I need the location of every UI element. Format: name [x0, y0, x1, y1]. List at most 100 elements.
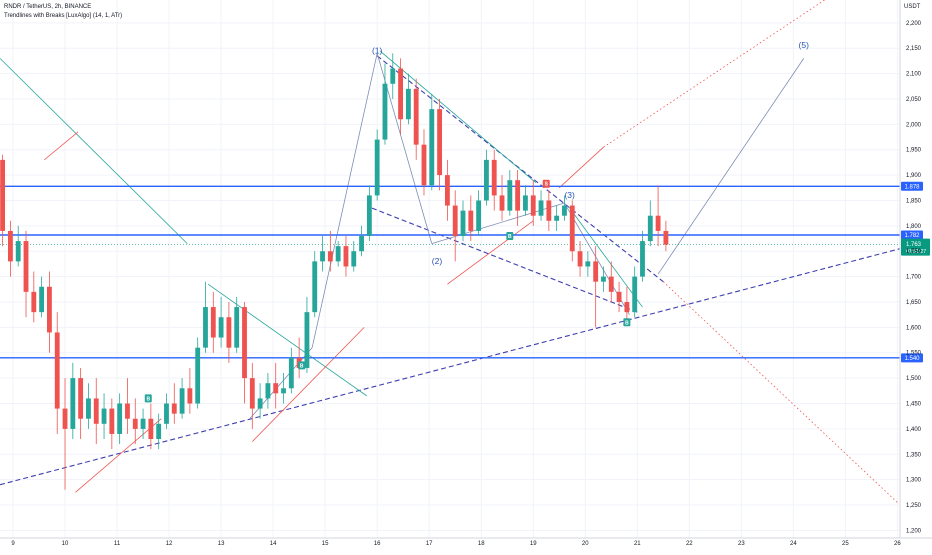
dotted-trendline: [603, 0, 825, 148]
solid-trendline: [379, 50, 537, 184]
y-tick-label: 2,000: [906, 122, 922, 128]
candle: [437, 98, 443, 191]
countdown-label: 01:51:27: [906, 249, 926, 255]
candle: [78, 367, 84, 440]
y-tick-label: 1,750: [906, 249, 922, 255]
candle: [148, 403, 154, 450]
x-tick-label: 26: [894, 541, 901, 547]
candle: [109, 398, 115, 450]
candle-body: [15, 241, 21, 262]
candle-body: [171, 403, 177, 414]
buy-signal: [623, 318, 631, 327]
y-tick-label: 1,400: [906, 427, 922, 433]
candle: [7, 220, 13, 277]
x-tick-label: 12: [166, 541, 173, 547]
candle: [655, 185, 661, 247]
trendlines: [0, 0, 901, 503]
solid-trendline: [43, 131, 79, 161]
candle: [101, 393, 107, 440]
candle: [460, 200, 466, 242]
candle: [608, 261, 614, 302]
buy-signal: [144, 394, 152, 403]
candle-body: [608, 276, 614, 292]
signals: B B B S B: [144, 179, 631, 403]
x-tick-label: 15: [322, 541, 329, 547]
candle-body: [452, 205, 458, 237]
candle: [335, 241, 341, 267]
current-price-badge: [901, 238, 930, 256]
candle: [132, 398, 138, 445]
indicator-title: Trendlines with Breaks [LuxAlgo] (14, 1,…: [4, 13, 123, 19]
candle-body: [585, 261, 591, 267]
candle: [429, 93, 435, 191]
candle-body: [320, 251, 325, 262]
dashed-trendline: [376, 55, 664, 283]
candle: [601, 266, 606, 292]
current-price-label: 1.763: [906, 242, 922, 248]
candle: [257, 383, 263, 419]
candle-body: [546, 200, 552, 221]
candle-body: [86, 398, 91, 419]
candle: [390, 53, 396, 99]
candle: [483, 149, 489, 206]
candle: [218, 296, 224, 348]
candle-body: [273, 383, 279, 394]
candle: [226, 301, 232, 363]
candle: [86, 383, 91, 429]
y-tick-label: 1,550: [906, 351, 922, 357]
signal-letter: B: [508, 234, 512, 240]
candle: [265, 373, 271, 409]
candle-body: [54, 332, 60, 409]
candle-body: [499, 195, 505, 211]
candle: [507, 170, 513, 216]
candle-body: [234, 307, 240, 348]
signal-letter: B: [300, 363, 304, 369]
candle-body: [421, 144, 427, 186]
candle-body: [569, 205, 575, 252]
candle: [366, 185, 372, 242]
candle: [164, 393, 169, 429]
wave-label: (1): [372, 45, 383, 55]
candle: [577, 241, 583, 277]
candle: [234, 296, 240, 353]
candle: [70, 362, 76, 440]
candle-body: [187, 388, 193, 404]
candle: [62, 378, 68, 490]
candle: [117, 393, 123, 445]
candle: [296, 337, 302, 379]
candle: [288, 347, 294, 394]
wave-labels: (1) (2) (3) (5): [372, 40, 809, 266]
level-price-label: 1.782: [904, 233, 920, 239]
candle: [171, 383, 177, 424]
x-tick-label: 22: [686, 541, 693, 547]
candle-body: [0, 159, 6, 231]
candle: [444, 159, 450, 221]
candle-body: [491, 159, 497, 196]
candle-body: [593, 261, 599, 282]
candle: [413, 78, 419, 160]
candle: [593, 246, 599, 328]
candle-body: [483, 159, 489, 201]
x-tick-label: 14: [270, 541, 277, 547]
candle: [647, 200, 653, 247]
candle-body: [93, 398, 99, 424]
candle-body: [304, 312, 310, 368]
x-tick-label: 18: [478, 541, 485, 547]
candle: [421, 129, 427, 196]
signal-letter: S: [545, 182, 549, 188]
candle-body: [647, 215, 653, 242]
candles: [0, 53, 669, 490]
candle-body: [281, 388, 286, 394]
candle: [491, 149, 497, 211]
candle-body: [179, 388, 185, 414]
x-tick-label: 20: [582, 541, 589, 547]
grid: [0, 0, 900, 538]
candle-body: [62, 408, 68, 429]
candle: [93, 378, 99, 445]
candle-body: [23, 241, 29, 292]
candle-body: [577, 251, 583, 267]
candle-body: [616, 291, 622, 302]
candle: [54, 312, 60, 434]
